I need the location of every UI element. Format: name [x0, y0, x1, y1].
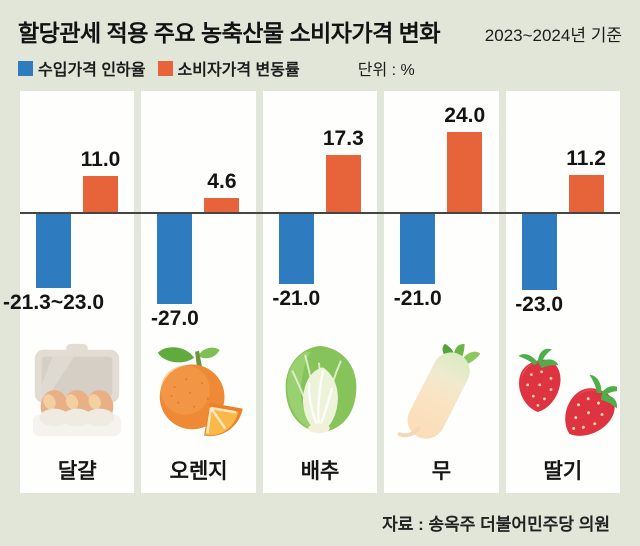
import-price-bar [521, 213, 557, 290]
unit-label: 단위 : % [357, 62, 415, 79]
import-price-bar [400, 213, 436, 284]
import-price-legend-swatch-icon [18, 60, 33, 76]
import-price-value-label: -27.0 [150, 307, 199, 330]
consumer-price-bar [325, 155, 361, 213]
period-subtitle: 2023~2024년 기준 [484, 26, 622, 45]
import-price-value-label: -21.3~23.0 [2, 291, 105, 314]
consumer-price-value-label: 24.0 [444, 104, 486, 127]
category-card: 24.0 -21.0 무 [384, 91, 499, 493]
orange-icon [145, 337, 253, 445]
strawberry-icon [509, 337, 617, 445]
consumer-price-bar [447, 132, 483, 213]
legend: 수입가격 인하율 소비자가격 변동률 단위 : % [18, 56, 415, 80]
egg-carton-icon [23, 337, 131, 445]
category-card: 11.2 -23.0 딸기 [505, 91, 621, 493]
import-price-value-label: -23.0 [515, 293, 564, 316]
page-title: 할당관세 적용 주요 농축산물 소비자가격 변화 [18, 20, 441, 46]
consumer-price-value-label: 4.6 [207, 170, 237, 193]
import-price-bar [36, 213, 71, 288]
category-label: 배추 [300, 460, 340, 483]
consumer-price-bar [83, 176, 118, 213]
category-label: 무 [431, 460, 452, 483]
zero-baseline [20, 212, 620, 214]
category-card: 17.3 -21.0 배추 [262, 91, 378, 493]
consumer-price-value-label: 11.2 [566, 147, 606, 170]
import-price-bar [157, 213, 193, 304]
consumer-price-legend-label: 소비자가격 변동률 [177, 62, 300, 79]
category-label: 오렌지 [169, 460, 228, 483]
consumer-price-value-label: 11.0 [80, 148, 121, 171]
import-price-legend-label: 수입가격 인하율 [38, 62, 146, 79]
import-price-value-label: -21.0 [272, 287, 321, 310]
import-price-bar [278, 213, 314, 284]
category-label: 딸기 [543, 460, 583, 483]
consumer-price-legend-swatch-icon [157, 60, 173, 76]
category-card: 4.6 -27.0 오렌지 [141, 91, 256, 493]
consumer-price-value-label: 17.3 [322, 127, 364, 150]
source-credit: 자료 : 송옥주 더불어민주당 의원 [382, 515, 610, 534]
category-label: 달걀 [57, 460, 97, 483]
import-price-value-label: -21.0 [393, 287, 442, 310]
napa-cabbage-icon [266, 337, 374, 445]
category-card: 11.0 -21.3~23.0 달걀 [3, 91, 135, 493]
consumer-price-bar [568, 175, 604, 213]
radish-icon [387, 337, 495, 445]
chart-area: 11.0 -21.3~23.0 달걀 4.6 -27.0 [3, 91, 621, 493]
consumer-price-bar [204, 198, 240, 213]
